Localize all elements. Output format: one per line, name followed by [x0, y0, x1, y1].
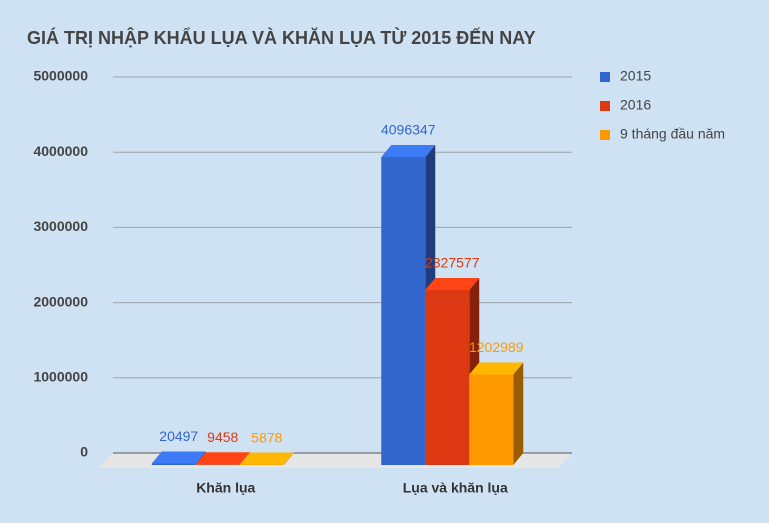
y-tick-label: 0 — [80, 444, 88, 460]
data-label: 5878 — [251, 429, 282, 445]
chart-title: GIÁ TRỊ NHẬP KHẨU LỤA VÀ KHĂN LỤA TỪ 201… — [27, 27, 536, 48]
y-tick-label: 4000000 — [33, 143, 88, 159]
bar — [381, 156, 426, 465]
legend-label: 2016 — [620, 97, 651, 113]
bar-side — [283, 452, 294, 465]
bar-top — [381, 144, 436, 157]
y-tick-label: 2000000 — [33, 293, 88, 309]
bar-side — [513, 362, 524, 465]
bar — [469, 374, 514, 465]
bar — [425, 289, 470, 465]
x-tick-label: Lụa và khăn lụa — [403, 480, 508, 496]
data-label: 9458 — [207, 429, 238, 445]
legend-label: 9 tháng đầu năm — [620, 126, 725, 142]
legend-swatch — [600, 130, 610, 140]
legend-swatch — [600, 72, 610, 82]
y-tick-label: 1000000 — [33, 369, 88, 385]
x-tick-label: Khăn lụa — [196, 480, 255, 496]
data-label: 4096347 — [381, 122, 436, 138]
bar — [195, 464, 240, 465]
bar-top — [425, 277, 480, 290]
data-label: 1202989 — [469, 339, 524, 355]
bar-top — [469, 362, 524, 375]
bar-top — [151, 451, 206, 464]
legend-label: 2015 — [620, 68, 651, 84]
data-label: 2327577 — [425, 255, 480, 271]
y-tick-label: 5000000 — [33, 68, 88, 84]
y-tick-label: 3000000 — [33, 218, 88, 234]
bar-top — [239, 452, 294, 465]
legend-swatch — [600, 101, 610, 111]
bar — [151, 463, 196, 465]
data-label: 20497 — [159, 428, 198, 444]
bar-top — [195, 452, 250, 465]
